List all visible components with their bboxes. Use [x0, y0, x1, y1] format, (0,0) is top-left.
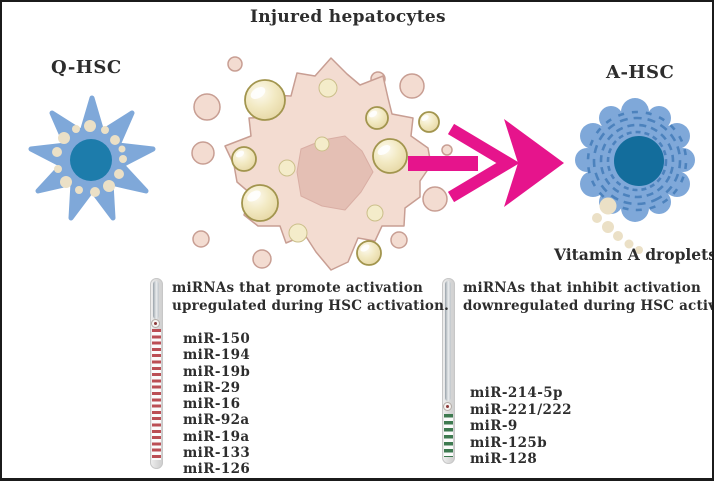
- thermometer-marker: [151, 319, 160, 328]
- a-hsc-nucleus: [614, 136, 664, 186]
- activated-stellate-cell-icon: [575, 98, 695, 222]
- thermometer-marker: [443, 402, 452, 411]
- mirna-item: miR-126: [183, 461, 251, 478]
- hepatocyte-nucleus: [296, 135, 374, 211]
- figure-title: Injured hepatocytes: [250, 7, 446, 27]
- q-hsc-vitamin-droplet-ring: [52, 120, 127, 197]
- right-header-line1: miRNAs that inhibit activation: [463, 280, 701, 296]
- mirna-item: miR-16: [183, 396, 241, 413]
- mirna-item: miR-9: [470, 418, 518, 434]
- upregulation-thermometer-icon: [150, 278, 163, 469]
- mirna-item: miR-125b: [470, 434, 548, 451]
- mirna-item: miR-128: [470, 451, 538, 467]
- thermometer-tube: [153, 281, 159, 319]
- label-vitamin-a-droplets: Vitamin A droplets: [554, 245, 714, 264]
- upregulated-mirna-list: miR-150 miR-194 miR-19b miR-29 miR-16 mi…: [183, 331, 250, 478]
- quiescent-stellate-cell-icon: [28, 95, 156, 221]
- mirna-item: miR-29: [183, 379, 241, 396]
- right-panel-header: miRNAs that inhibit activation downregul…: [463, 280, 714, 315]
- mirna-item: miR-92a: [183, 412, 250, 429]
- mirna-item: miR-19a: [183, 428, 250, 445]
- activation-arrow-icon: [408, 119, 564, 207]
- left-header-line1: miRNAs that promote activation: [172, 280, 423, 296]
- left-header-line2: upregulated during HSC activation.: [172, 297, 450, 314]
- green-stripes: [444, 414, 453, 457]
- left-panel-header: miRNAs that promote activation upregulat…: [172, 280, 449, 315]
- vitamin-a-droplets-icon: [592, 197, 643, 254]
- mirna-item: miR-194: [183, 347, 251, 364]
- mirna-item: miR-19b: [183, 363, 251, 380]
- hepatocyte-vesicles: [231, 78, 440, 266]
- red-stripes: [152, 329, 161, 460]
- mirna-item: miR-221/222: [470, 401, 572, 418]
- label-a-hsc: A-HSC: [606, 62, 675, 83]
- downregulated-mirna-list: miR-214-5p miR-221/222 miR-9 miR-125b mi…: [470, 385, 572, 468]
- thermometer-tube: [445, 281, 451, 401]
- mirna-item: miR-214-5p: [470, 385, 563, 401]
- right-header-line2: downregulated during HSC activation.: [463, 297, 714, 314]
- downregulation-thermometer-icon: [442, 278, 455, 464]
- label-q-hsc: Q-HSC: [51, 57, 122, 78]
- a-hsc-er-rings: [586, 110, 688, 212]
- mirna-item: miR-133: [183, 445, 251, 462]
- q-hsc-nucleus: [70, 139, 112, 181]
- mirna-item: miR-150: [183, 331, 251, 347]
